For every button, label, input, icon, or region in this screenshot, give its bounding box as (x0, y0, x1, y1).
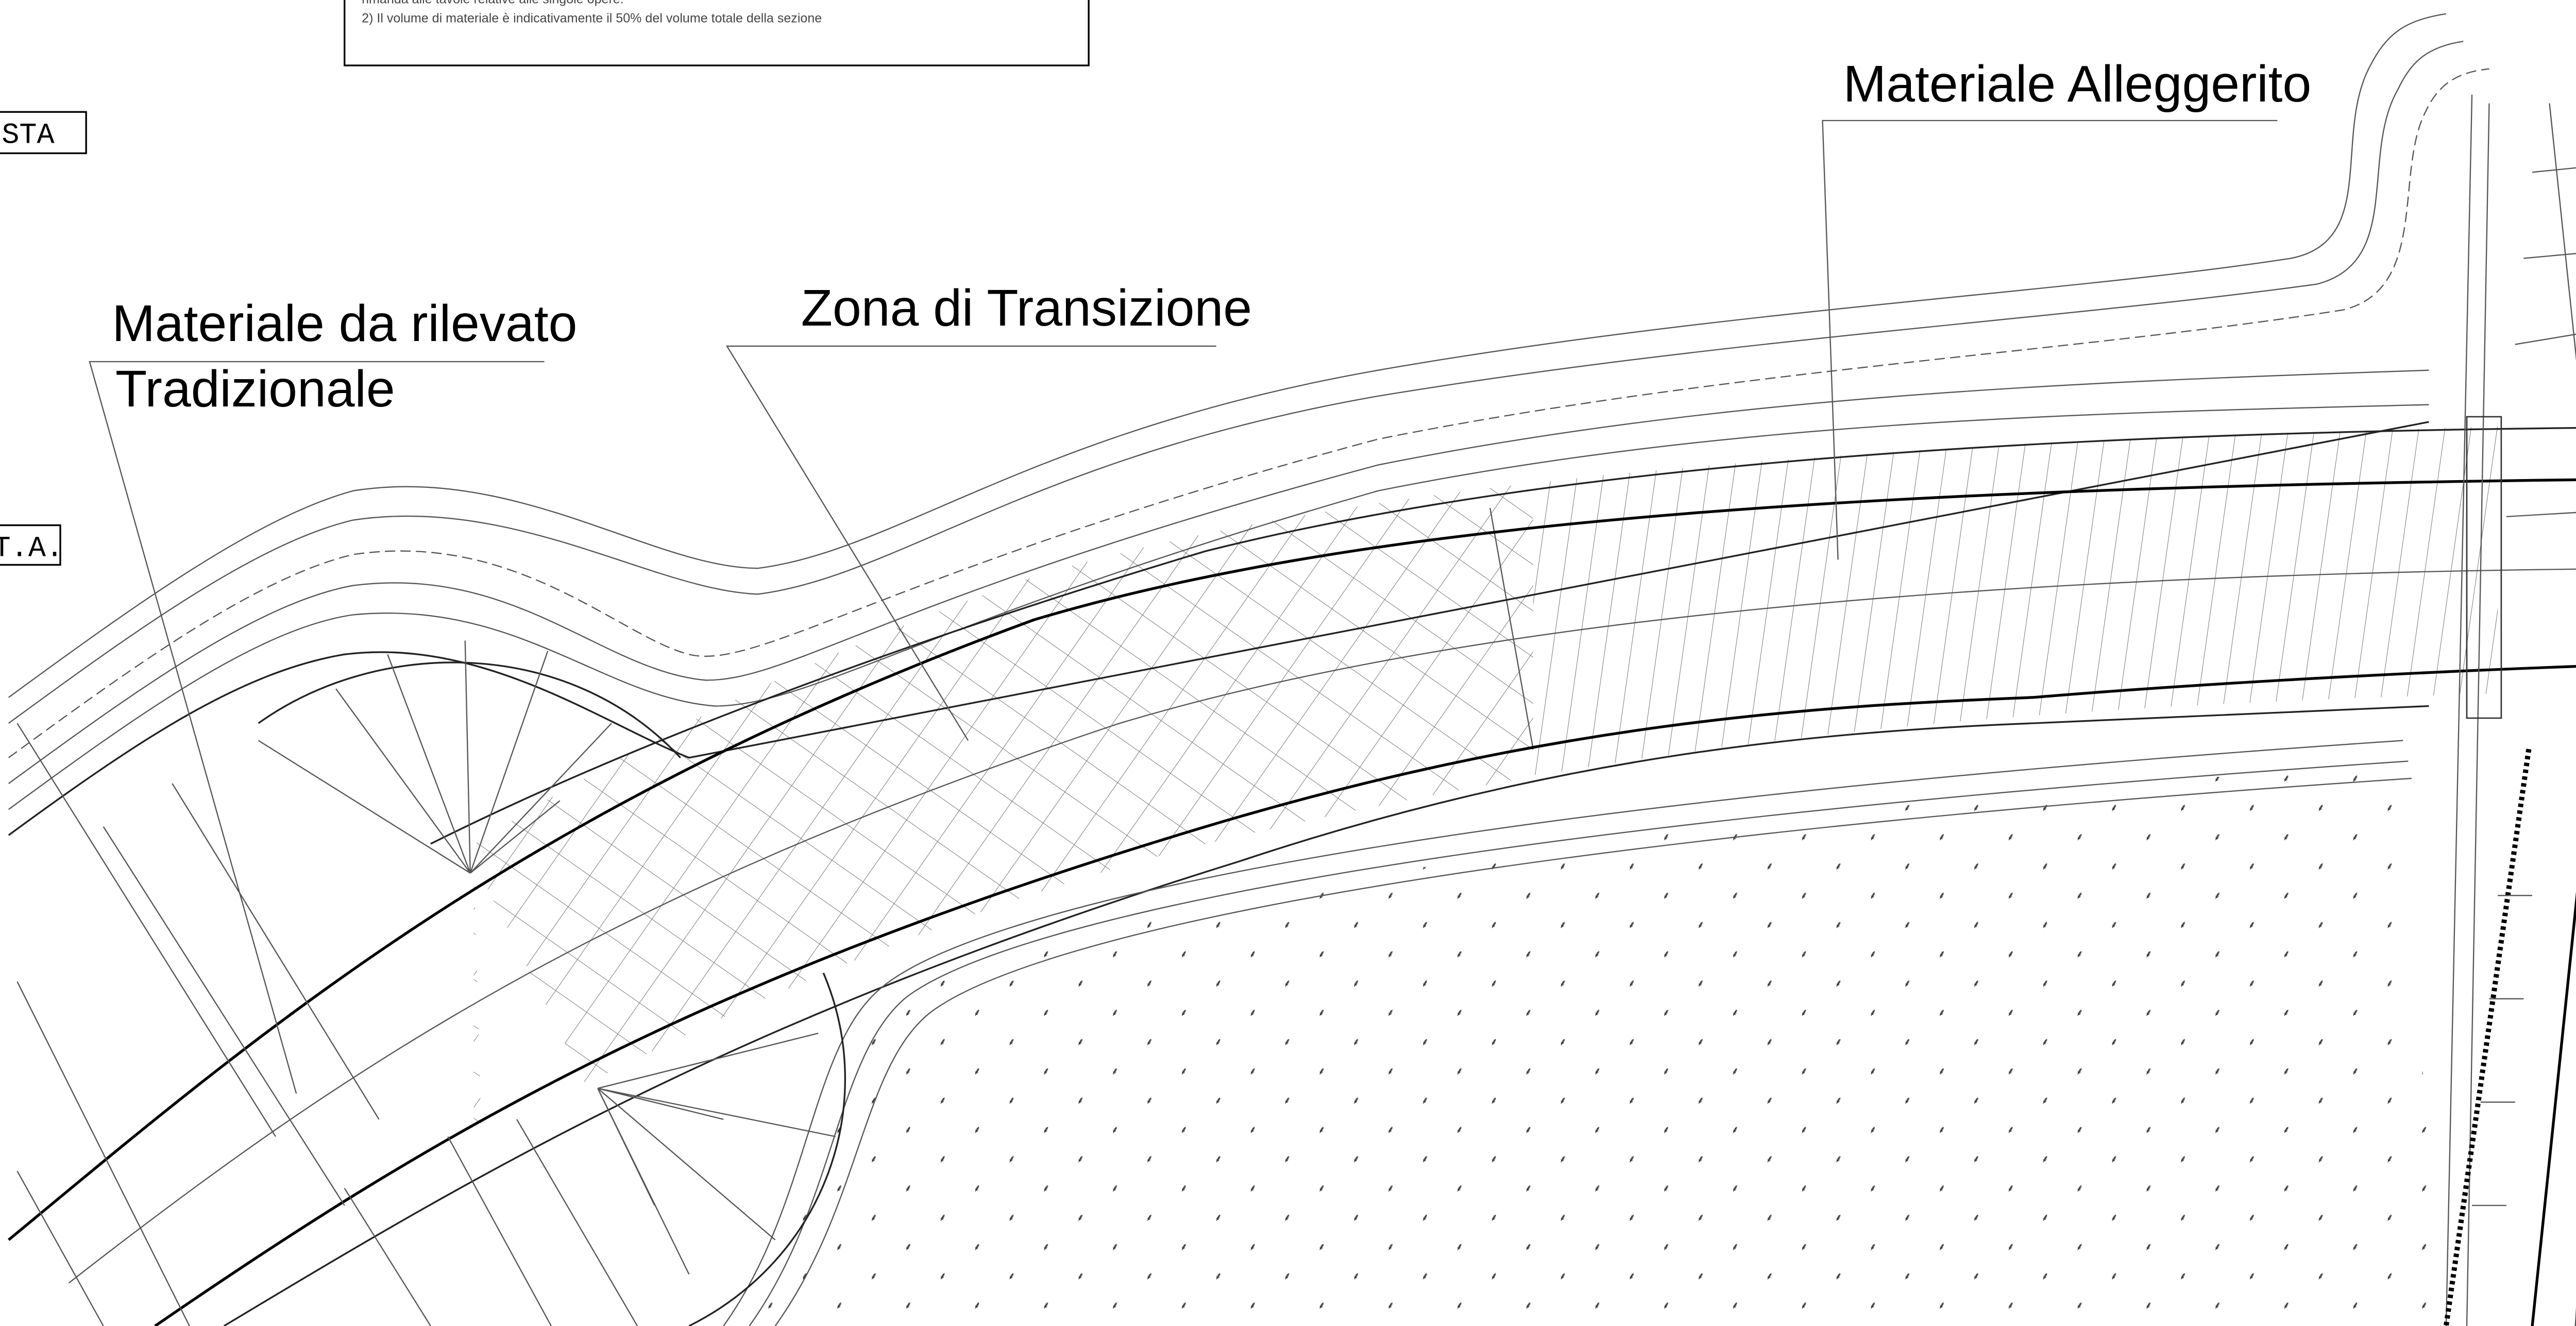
label: Materiale Alleggerito (1843, 55, 2312, 113)
note-line: rimanda alle tavole relative alle singol… (362, 0, 624, 7)
fans-line (259, 662, 681, 758)
light-hatch (1533, 396, 2498, 775)
right-structures-line (2446, 749, 2529, 1326)
drawing: ⸙ ⸙ rimanda alle tavole relative alle si… (0, 0, 2576, 1326)
tag-text: STA (2, 119, 55, 152)
note-box: rimanda alle tavole relative alle singol… (345, 0, 1089, 65)
label: Zona di Transizione (801, 279, 1252, 337)
note-line: 2) Il volume di materiale è indicativame… (362, 11, 822, 25)
label: Tradizionale (115, 360, 395, 418)
right-structures-line (2532, 0, 2576, 1326)
note-frame (345, 0, 1089, 65)
side-tags: STA T.A. (0, 112, 86, 565)
tag-text: T.A. (0, 533, 63, 566)
label: Materiale da rilevato (112, 295, 577, 352)
